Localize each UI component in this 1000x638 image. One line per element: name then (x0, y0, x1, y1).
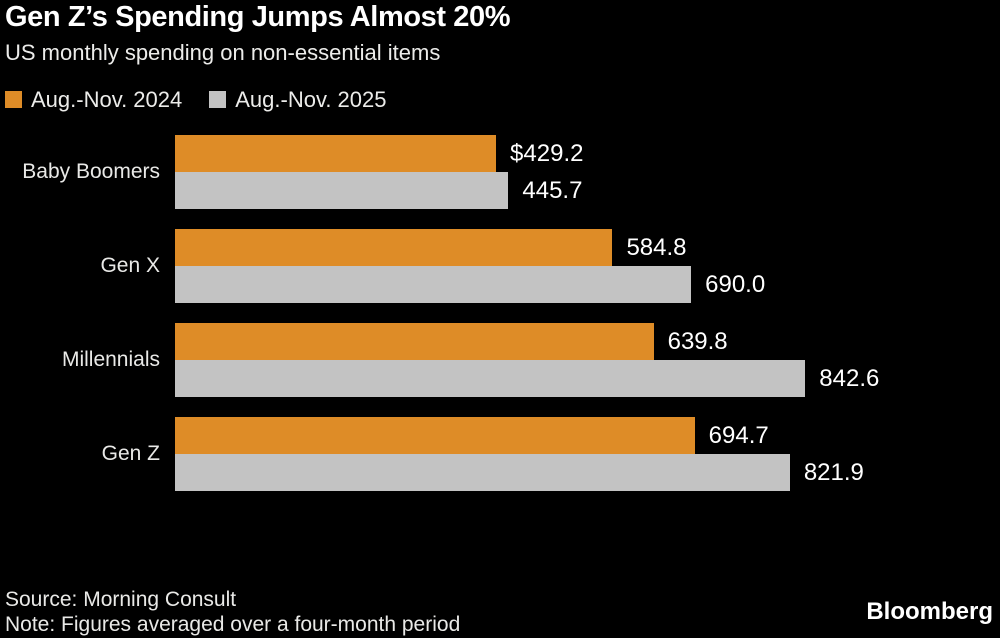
bar-aug-nov-2024-baby-boomers (175, 135, 497, 173)
note-text: Note: Figures averaged over a four-month… (5, 612, 461, 636)
category-label: Gen Z (101, 442, 160, 466)
bar-aug-nov-2025-gen-z (175, 454, 790, 492)
bar-aug-nov-2024-gen-z (175, 417, 695, 455)
bar-track: 694.7 821.9 (175, 417, 1000, 492)
bar-aug-nov-2025-baby-boomers (175, 172, 509, 210)
bar-aug-nov-2024-millennials (175, 323, 654, 361)
bar-aug-nov-2024-gen-x (175, 229, 613, 267)
bar-aug-nov-2025-millennials (175, 360, 806, 398)
bar-line-aug-nov-2024-millennials: 639.8 (175, 323, 1000, 361)
footer: Source: Morning Consult Note: Figures av… (5, 588, 460, 637)
value-label: 821.9 (803, 458, 864, 486)
category-label: Millennials (61, 348, 160, 372)
legend-label: Aug.-Nov. 2024 (31, 86, 183, 112)
chart-row-gen-z: Gen Z 694.7 821.9 (5, 417, 1000, 492)
value-label: 639.8 (667, 327, 728, 355)
value-label: $429.2 (510, 139, 584, 167)
value-label: 842.6 (819, 364, 880, 392)
bloomberg-logo: Bloomberg (866, 598, 993, 625)
bar-line-aug-nov-2025-baby-boomers: 445.7 (175, 172, 1000, 210)
chart-row-gen-x: Gen X 584.8 690.0 (5, 229, 1000, 304)
legend-item-aug-nov-2025: Aug.-Nov. 2025 (209, 86, 387, 113)
value-label: 694.7 (708, 421, 769, 449)
category-label: Baby Boomers (22, 160, 160, 184)
bar-line-aug-nov-2025-gen-z: 821.9 (175, 454, 1000, 492)
value-label: 445.7 (522, 176, 583, 204)
legend-item-aug-nov-2024: Aug.-Nov. 2024 (5, 87, 182, 113)
chart-title: Gen Z’s Spending Jumps Almost 20% (5, 1, 511, 33)
bar-line-aug-nov-2024-gen-z: 694.7 (175, 417, 1000, 455)
value-label: 690.0 (705, 270, 766, 298)
legend: Aug.-Nov. 2024 Aug.-Nov. 2025 (5, 87, 1000, 112)
chart-row-millennials: Millennials 639.8 842.6 (5, 323, 1000, 398)
bar-track: $429.2 445.7 (175, 135, 1000, 210)
chart-subtitle: US monthly spending on non-essential ite… (5, 39, 441, 65)
bar-track: 639.8 842.6 (175, 323, 1000, 398)
legend-label: Aug.-Nov. 2025 (235, 86, 387, 112)
source-text: Source: Morning Consult (5, 588, 237, 612)
value-label: 584.8 (626, 233, 687, 261)
category-label: Gen X (100, 254, 160, 278)
bar-line-aug-nov-2025-millennials: 842.6 (175, 360, 1000, 398)
legend-swatch-aug-nov-2025 (209, 91, 227, 109)
bar-line-aug-nov-2024-baby-boomers: $429.2 (175, 135, 1000, 173)
legend-swatch-aug-nov-2024 (5, 91, 22, 109)
chart-row-baby-boomers: Baby Boomers $429.2 445.7 (5, 135, 1000, 210)
bar-aug-nov-2025-gen-x (175, 266, 692, 304)
bar-track: 584.8 690.0 (175, 229, 1000, 304)
bar-line-aug-nov-2024-gen-x: 584.8 (175, 229, 1000, 267)
bar-chart: Baby Boomers $429.2 445.7 Gen X 584.8 690.0 Mi… (5, 135, 1000, 492)
bar-line-aug-nov-2025-gen-x: 690.0 (175, 266, 1000, 304)
